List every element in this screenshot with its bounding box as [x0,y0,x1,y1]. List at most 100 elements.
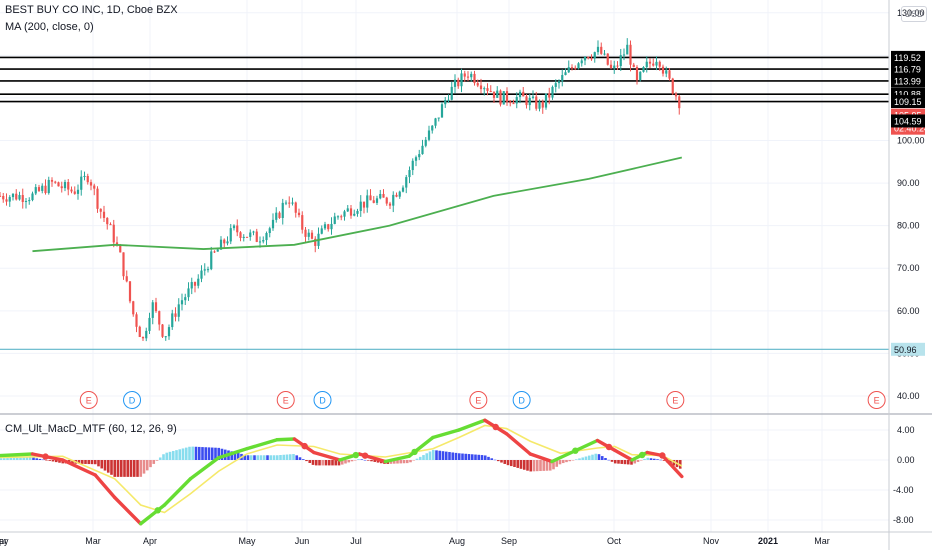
level-price-badge-text: 116.79 [894,65,921,75]
macd-histogram-bar [490,458,494,460]
macd-line-segment [595,438,617,452]
candle-body [470,73,473,78]
level-price-badge [891,62,925,76]
macd-histogram-bar [129,460,133,477]
earnings-event-marker [469,391,488,409]
candle-body [616,65,619,67]
candle-body [41,185,44,191]
macd-histogram-bar [587,455,591,460]
candle-body [496,90,499,98]
macd-histogram-bar [457,453,461,460]
candle-body [622,54,626,56]
macd-cross-dot [352,451,360,459]
macd-histogram-bar [220,448,224,460]
candle-body [678,96,681,109]
currency-button[interactable]: USD [901,6,927,22]
macd-cross-dot [301,442,308,450]
macd-histogram-bar [402,460,406,464]
candle-body [330,223,333,230]
candle-body [109,224,112,226]
macd-histogram-bar [509,460,513,467]
macd-histogram-bar [314,460,318,466]
candle-body [187,288,190,298]
macd-histogram-bar [656,459,659,460]
price-axis-tick-label: 40.00 [897,391,920,401]
candle-body [463,73,466,77]
candle-body [301,215,304,230]
macd-histogram-bar [513,460,516,467]
candle-body [538,101,541,109]
macd-histogram-bar [542,460,546,471]
macd-histogram-bar [191,446,195,460]
indicator-legend: CM_Ult_MacD_MTF (60, 12, 26, 9) [5,423,177,435]
macd-histogram-bar [464,453,468,460]
candle-body [362,201,366,208]
macd-histogram-bar [483,455,487,460]
candle-body [213,251,216,253]
macd-histogram-bar [155,460,159,461]
candle-body [421,145,424,155]
macd-histogram-bar [555,460,559,467]
macd-histogram-bar [415,458,419,460]
candle-body [652,63,655,66]
macd-histogram-bar [506,460,510,466]
level-price-badge-text: 110.88 [894,90,921,100]
macd-histogram-bar [12,457,16,460]
macd-histogram-bar [454,452,458,460]
candle-body [106,217,109,225]
time-axis-tick-label: Jul [350,536,362,546]
macd-histogram-bar [565,460,568,463]
macd-histogram-bar [2,458,6,460]
candle-body [392,194,395,206]
macd-histogram-bar [15,457,19,460]
candle-body [577,63,580,69]
candle-body [665,70,668,74]
price-axis-tick-label: 80.00 [897,221,920,231]
macd-histogram-bar [9,457,13,460]
event-marker-letter: E [283,396,289,406]
macd-histogram-bar [643,458,646,460]
macd-histogram-bar [584,456,588,460]
candle-body [304,229,307,237]
time-axis-tick-label: Apr [143,536,157,546]
time-axis-tick-label: Jun [295,536,310,546]
macd-histogram-bar [561,460,565,464]
candle-body [278,212,281,218]
candle-body [31,193,34,201]
macd-histogram-bar [604,457,607,460]
macd-line-segment [528,452,554,464]
candle-body [141,337,145,339]
candle-body [382,193,385,198]
candle-body [11,193,15,198]
candle-body [405,177,408,188]
macd-line-segment [0,452,35,458]
macd-histogram-bar [22,457,26,460]
macd-histogram-bar [574,459,578,460]
candle-body [2,195,5,200]
macd-histogram-bar [516,460,520,468]
macd-histogram-bar [236,453,240,460]
level-price-badge [891,74,925,88]
macd-histogram-bar [123,460,126,477]
macd-histogram-bar [181,448,185,460]
indicator-axis-tick-label: -4.00 [893,485,914,495]
macd-histogram-bar [152,460,156,464]
candle-body [255,231,258,242]
candle-body [499,90,502,105]
candle-body [671,78,674,94]
macd-histogram-bar [106,460,110,473]
macd-histogram-bar [233,452,237,460]
macd-histogram-bar [558,460,562,465]
candle-body [265,233,268,241]
candle-body [67,182,70,190]
macd-histogram-bar [571,460,575,461]
candle-body [258,241,262,243]
macd-line-segment [431,428,461,440]
macd-histogram-bar [158,457,162,460]
macd-histogram-bar [25,457,29,460]
macd-histogram-bar [552,460,555,470]
macd-histogram-bar [532,460,536,472]
macd-histogram-bar [522,460,526,470]
bar-countdown-badge-text: 02:40:24 [894,124,929,134]
